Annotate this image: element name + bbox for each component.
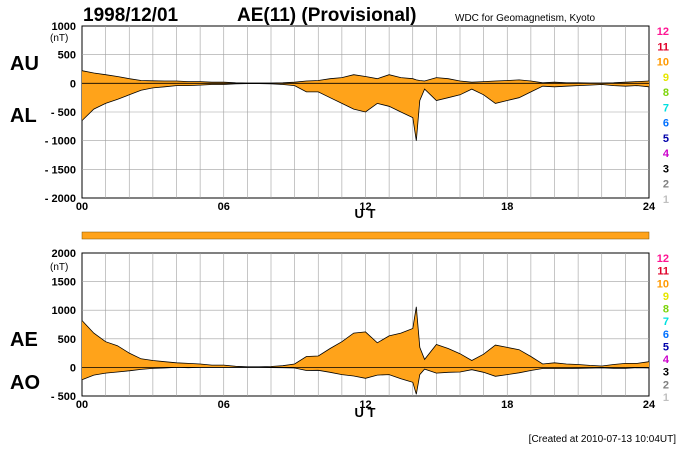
x-tick-label: 00	[76, 201, 88, 213]
station-label: 9	[663, 72, 669, 84]
series-line-al	[81, 83, 650, 141]
au-al-filled-area	[82, 70, 649, 141]
ae-ao-x-tick-labels: 00 06 12 18 24	[76, 399, 656, 411]
x-tick-label: 06	[218, 399, 230, 411]
y-tick-label: 1500	[52, 277, 76, 289]
station-label: 2	[663, 179, 669, 191]
y-tick-label: 500	[58, 50, 76, 62]
series-line-au	[81, 70, 650, 84]
au-al-x-tick-labels: 00 06 12 18 24	[76, 201, 656, 213]
ae-ao-y-tick-labels: 2000 1500 1000 500 0 - 500	[51, 248, 76, 403]
data-availability-bar	[81, 231, 650, 240]
y-tick-label: - 2000	[45, 193, 76, 205]
station-label: 11	[657, 41, 669, 53]
au-al-y-tick-labels: 1000 500 0 - 500 - 1000 - 1500 - 2000	[45, 21, 76, 205]
y-tick-label: 0	[70, 362, 76, 374]
station-label: 8	[663, 304, 669, 316]
station-label: 12	[657, 253, 669, 265]
x-tick-label: 24	[643, 201, 656, 213]
station-label: 1	[663, 392, 669, 404]
station-label: 3	[663, 163, 669, 175]
x-tick-label: 12	[359, 399, 371, 411]
station-label: 10	[657, 278, 669, 290]
station-label: 12	[657, 26, 669, 38]
x-tick-label: 12	[359, 201, 371, 213]
ae-ao-filled-area	[82, 306, 649, 395]
station-label: 6	[663, 329, 669, 341]
station-label: 5	[663, 341, 669, 353]
ae-label: AE	[10, 329, 38, 351]
station-label: 11	[657, 266, 669, 278]
station-label: 1	[663, 194, 669, 206]
y-tick-label: - 1000	[45, 136, 76, 148]
station-label: 6	[663, 118, 669, 130]
figure-title: AE(11) (Provisional)	[237, 5, 417, 26]
y-tick-label: - 500	[51, 391, 76, 403]
al-label: AL	[10, 105, 37, 127]
x-tick-label: 18	[501, 201, 513, 213]
au-al-x-axis-label: U T	[355, 206, 376, 221]
x-tick-label: 00	[76, 399, 88, 411]
y-tick-label: 1000	[52, 21, 76, 33]
au-al-unit-label: (nT)	[50, 33, 68, 44]
y-tick-label: 500	[58, 334, 76, 346]
au-al-station-list: 12 11 10 9 8 7 6 5 4 3 2 1	[657, 26, 670, 206]
station-label: 4	[663, 354, 670, 366]
ae-ao-x-axis-label: U T	[355, 405, 376, 420]
x-tick-label: 24	[643, 399, 656, 411]
y-tick-label: 2000	[52, 248, 76, 260]
y-tick-label: - 1500	[45, 164, 76, 176]
ao-label: AO	[10, 372, 40, 394]
x-tick-label: 18	[501, 399, 513, 411]
au-label: AU	[10, 53, 39, 75]
ae-ao-unit-label: (nT)	[50, 262, 68, 273]
created-timestamp: [Created at 2010-07-13 10:04UT]	[529, 434, 677, 445]
station-label: 9	[663, 291, 669, 303]
y-tick-label: - 500	[51, 107, 76, 119]
station-label: 3	[663, 367, 669, 379]
y-tick-label: 1000	[52, 305, 76, 317]
ae-ao-series	[81, 306, 650, 395]
source-label: WDC for Geomagnetism, Kyoto	[455, 13, 595, 24]
x-tick-label: 06	[218, 201, 230, 213]
station-label: 5	[663, 133, 669, 145]
au-al-series	[81, 70, 650, 141]
station-label: 4	[663, 148, 670, 160]
y-tick-label: 0	[70, 78, 76, 90]
series-line-ae	[81, 306, 650, 368]
station-label: 2	[663, 379, 669, 391]
date-label: 1998/12/01	[83, 5, 179, 26]
station-label: 7	[663, 316, 669, 328]
station-label: 10	[657, 57, 669, 69]
ae-ao-grid	[82, 253, 649, 396]
station-label: 8	[663, 87, 669, 99]
station-label: 7	[663, 102, 669, 114]
